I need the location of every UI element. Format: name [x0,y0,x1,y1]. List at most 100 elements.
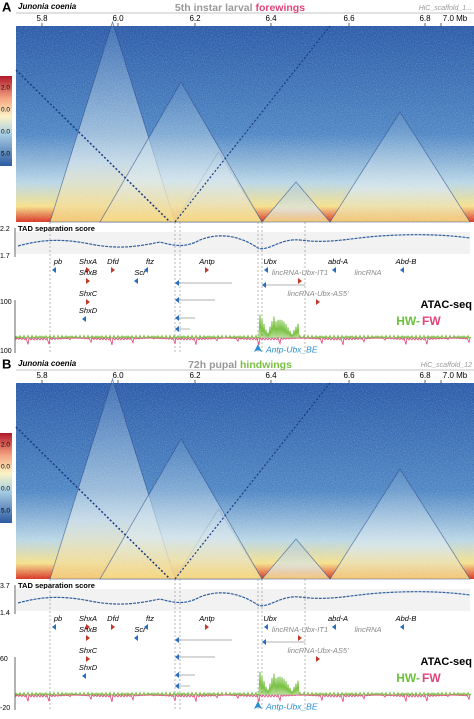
gene-arrow [400,624,404,630]
colorbar-label: 0.0 [1,107,10,114]
x-tick-label: 6.4 [265,371,277,380]
gene-label: ftz [146,257,154,266]
title-stage: 5th instar larval [175,2,253,14]
x-tick-label: 5.8 [36,14,48,23]
gene-arrow [52,624,56,630]
gene-label: Ubx [263,614,277,623]
gene-arrow [264,624,268,630]
tad-tick: 3.7 [0,583,10,590]
scaffold: HiC_scaffold_12 [421,362,472,369]
transcript-arrow [175,654,179,660]
species: Junonia coenia [18,359,77,368]
x-tick-label: 6.6 [343,14,355,23]
title-stage: 72h pupal [188,359,237,371]
atac-fw-track [15,693,471,703]
gene-label: Ubx [263,257,277,266]
panel: B Junonia coenia 72h pupal hindwings HiC_sc… [0,356,474,712]
tad-tick: 1.4 [0,610,10,617]
transcript-arrow [175,326,179,332]
gene-arrow [86,656,90,662]
atac-tick: 100 [0,299,12,306]
panel: A Junonia coenia 5th instar larval forewin… [0,0,474,355]
atac-hw: HW- [396,314,420,328]
tad-label: TAD separation score [18,581,95,590]
gene-label: lincRNA-Ubx-IT1 [272,625,328,634]
gene-arrow [86,635,90,641]
x-tick-label: 6.2 [189,14,201,23]
enhancer-marker [254,701,262,709]
x-tick-label: 7.0 Mb [443,371,468,380]
gene-label: ShxD [79,306,98,315]
gene-arrow [111,624,115,630]
colorbar [0,76,12,166]
gene-label: ShxB [79,625,97,634]
gene-label: lincRNA-Ubx-AS5' [287,289,349,298]
gene-label: ShxC [79,289,98,298]
gene-label: abd-A [328,614,348,623]
colorbar-label: 5.0 [1,151,10,158]
scaffold: HiC_scaffold_1... [419,5,472,12]
gene-arrow [332,267,336,273]
gene-arrow [264,267,268,273]
gene-arrow [111,267,115,273]
gene-label: ftz [146,614,154,623]
enhancer-marker [254,344,262,352]
gene-label: lincRNA-Ubx-IT1 [272,268,328,277]
tad-score-line [17,591,471,607]
x-tick-label: 5.8 [36,371,48,380]
gene-arrow [134,635,138,641]
atac-fw: FW [422,671,441,685]
title-tissue: forewings [255,2,305,14]
heatmap-texture [16,383,474,579]
gene-label: ShxB [79,268,97,277]
gene-arrow [86,299,90,305]
title-tissue: hindwings [240,359,292,371]
enhancer-label: Antp-Ubx_BE [265,344,318,354]
gene-label: Dfd [107,257,120,266]
heatmap-diagonal [174,25,331,223]
gene-arrow [82,316,86,322]
gene-label: lincRNA [354,268,381,277]
gene-label: Antp [198,614,214,623]
heatmap-diagonal [15,69,171,223]
gene-label: Scr [134,625,146,634]
atac-hw: HW- [396,671,420,685]
gene-label: ShxC [79,646,98,655]
gene-arrow [205,624,209,630]
x-tick-label: 6.6 [343,371,355,380]
gene-label: Dfd [107,614,120,623]
heatmap-diagonal [174,382,331,580]
colorbar-label: 2.0 [1,85,10,92]
transcript-arrow [175,315,179,321]
transcript-arrow [175,280,179,286]
gene-label: Scr [134,268,146,277]
colorbar [0,433,12,523]
transcript-arrow [175,672,179,678]
gene-arrow [144,624,148,630]
transcript-arrow [175,683,179,689]
transcript-arrow [175,297,179,303]
gene-arrow [332,624,336,630]
gene-label: Abd-B [395,257,417,266]
gene-label: ShxA [79,614,97,623]
x-tick-label: 6.8 [419,14,431,23]
gene-arrow [298,278,302,284]
gene-arrow [316,299,320,305]
gene-arrow [298,635,302,641]
gene-arrow [400,267,404,273]
gene-arrow [316,656,320,662]
x-tick-label: 6.8 [419,371,431,380]
gene-label: lincRNA-Ubx-AS5' [287,646,349,655]
colorbar-label: 0.0 [1,486,10,493]
gene-arrow [86,278,90,284]
x-tick-label: 6.0 [112,14,124,23]
tad-label: TAD separation score [18,224,95,233]
gene-label: lincRNA [354,625,381,634]
tad-tick: 2.2 [0,226,10,233]
gene-label: abd-A [328,257,348,266]
atac-label: ATAC-seq [420,656,472,668]
atac-label: ATAC-seq [420,299,472,311]
colorbar-label: 0.0 [1,464,10,471]
transcript-arrow [175,637,179,643]
